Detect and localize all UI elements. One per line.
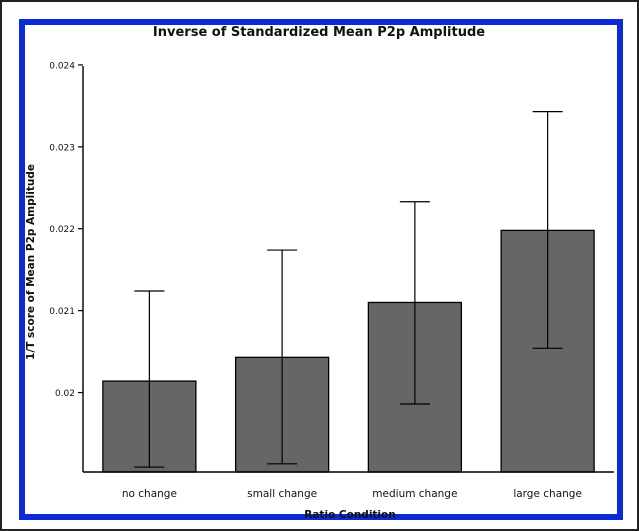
y-tick-label: 0.023 (49, 143, 75, 153)
x-tick-labels: no change small change medium change large … (122, 488, 582, 500)
plot-area (102, 111, 595, 473)
y-axis-label: 1/T score of Mean P2p Amplitude (25, 164, 37, 360)
x-tick-label: medium change (372, 488, 457, 500)
x-tick-label: small change (247, 488, 317, 500)
chart-title: Inverse of Standardized Mean P2p Amplitu… (153, 25, 485, 40)
y-tick-label: 0.024 (49, 61, 75, 71)
y-tick-label: 0.022 (49, 225, 75, 235)
x-axis-label: Ratio Condition (304, 509, 395, 521)
y-tick-label: 0.021 (49, 307, 75, 317)
x-tick-label: no change (122, 488, 177, 500)
y-tick-label: 0.02 (55, 389, 75, 399)
y-ticks: 0.02 0.021 0.022 0.023 0.024 (49, 61, 83, 399)
x-tick-label: large change (513, 488, 582, 500)
